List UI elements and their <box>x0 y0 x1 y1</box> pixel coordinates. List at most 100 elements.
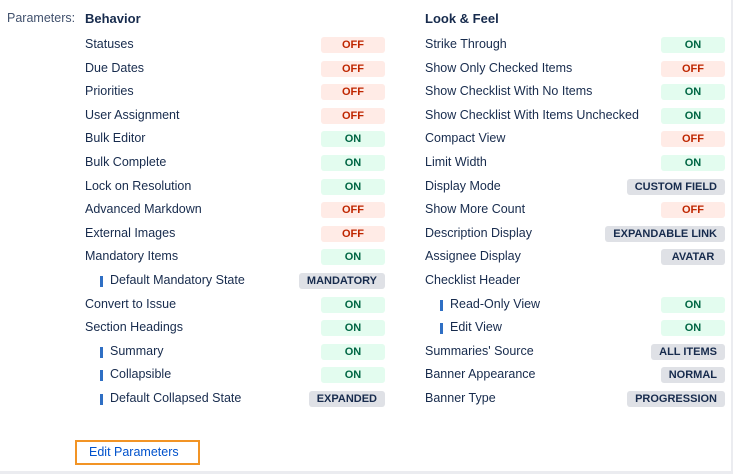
parameter-label: Collapsible <box>110 367 172 382</box>
section-title: Look & Feel <box>425 11 499 26</box>
parameter-label: Description Display <box>425 225 532 240</box>
parameter-row: Summary ON <box>85 340 385 364</box>
edit-parameters-button[interactable]: Edit Parameters <box>75 440 200 465</box>
parameter-value-badge: OFF <box>321 60 385 77</box>
parameter-value-badge: ON <box>321 367 385 384</box>
parameter-row: Show More Count OFF <box>425 198 725 222</box>
parameter-row: Summaries' Source ALL ITEMS <box>425 340 725 364</box>
parameter-value-badge: ON <box>321 249 385 266</box>
parameter-value-badge: ON <box>321 296 385 313</box>
parameter-label: Show Only Checked Items <box>425 60 573 75</box>
parameter-row: Priorities OFF <box>85 80 385 104</box>
parameter-label: Limit Width <box>425 154 487 169</box>
look-feel-section: Look & Feel Strike Through ON Show Only Ch… <box>425 11 725 411</box>
parameter-label: Banner Appearance <box>425 367 536 382</box>
parameter-row: Checklist Header <box>425 269 725 293</box>
parameter-row: Strike Through ON <box>425 33 725 57</box>
parameter-row: External Images OFF <box>85 222 385 246</box>
parameter-row: Limit Width ON <box>425 151 725 175</box>
parameter-row: Banner Type PROGRESSION <box>425 387 725 411</box>
parameter-value-badge: ON <box>321 343 385 360</box>
parameter-label: Bulk Editor <box>85 131 146 146</box>
parameter-value-badge: PROGRESSION <box>627 390 725 407</box>
parameter-value-badge: ON <box>321 320 385 337</box>
parameter-value-badge: EXPANDED <box>308 390 385 407</box>
parameter-value-badge: MANDATORY <box>298 272 385 289</box>
parameter-label: Read-Only View <box>450 296 541 311</box>
parameter-label: Compact View <box>425 131 506 146</box>
parameter-row: Default Mandatory State MANDATORY <box>85 269 385 293</box>
parameter-row: Due Dates OFF <box>85 57 385 81</box>
parameters-label: Parameters: <box>7 11 76 25</box>
indent-marker <box>100 346 103 358</box>
parameter-row: Show Only Checked Items OFF <box>425 57 725 81</box>
parameter-label: Due Dates <box>85 60 145 75</box>
parameter-label: Default Collapsed State <box>110 390 242 405</box>
parameter-value-badge: OFF <box>321 225 385 242</box>
parameter-label: Display Mode <box>425 178 501 193</box>
parameter-value-badge: ON <box>661 320 725 337</box>
parameter-label: Convert to Issue <box>85 296 177 311</box>
parameter-value-badge: ON <box>661 37 725 53</box>
indent-marker <box>440 323 443 335</box>
parameter-label: Show More Count <box>425 202 526 217</box>
parameter-label: Section Headings <box>85 320 183 335</box>
parameter-row: Compact View OFF <box>425 127 725 151</box>
parameter-value-badge: ON <box>661 154 725 171</box>
indent-marker <box>100 393 103 405</box>
parameter-label: Mandatory Items <box>85 249 179 264</box>
parameter-label: Strike Through <box>425 37 507 51</box>
parameter-value-badge: OFF <box>321 37 385 53</box>
parameter-row: Bulk Complete ON <box>85 151 385 175</box>
parameter-value-badge: ON <box>321 131 385 148</box>
parameter-label: Statuses <box>85 37 134 51</box>
parameter-row: Assignee Display AVATAR <box>425 245 725 269</box>
parameter-value-badge: OFF <box>321 84 385 101</box>
parameter-label: Summary <box>110 343 164 358</box>
parameter-row: Bulk Editor ON <box>85 127 385 151</box>
parameter-value-badge: OFF <box>661 60 725 77</box>
parameter-value-badge: ON <box>661 107 725 124</box>
parameter-row: User Assignment OFF <box>85 104 385 128</box>
parameter-label: Default Mandatory State <box>110 272 245 287</box>
indent-marker <box>440 299 443 311</box>
parameter-value-badge: NORMAL <box>660 367 725 384</box>
parameter-value-badge: OFF <box>661 202 725 219</box>
parameter-label: Summaries' Source <box>425 343 534 358</box>
parameter-row: Collapsible ON <box>85 363 385 387</box>
parameter-value-badge: OFF <box>661 131 725 148</box>
parameter-row: Edit View ON <box>425 316 725 340</box>
indent-marker <box>100 370 103 382</box>
behavior-section: Behavior Statuses OFF Due Dates OFF Prioriti… <box>85 11 385 411</box>
parameter-value-badge: CUSTOM FIELD <box>626 178 725 195</box>
parameter-row: Statuses OFF <box>85 33 385 57</box>
parameter-row: Display Mode CUSTOM FIELD <box>425 175 725 199</box>
parameter-value-badge: ON <box>321 178 385 195</box>
parameter-row: Default Collapsed State EXPANDED <box>85 387 385 411</box>
parameter-label: Lock on Resolution <box>85 178 192 193</box>
parameter-value-badge: ON <box>661 84 725 101</box>
parameter-label: Show Checklist With No Items <box>425 84 593 99</box>
parameter-row: Read-Only View ON <box>425 293 725 317</box>
parameter-value-badge: ON <box>661 296 725 313</box>
parameter-label: User Assignment <box>85 107 180 122</box>
parameter-row: Show Checklist With Items Unchecked ON <box>425 104 725 128</box>
parameter-row: Show Checklist With No Items ON <box>425 80 725 104</box>
parameter-row: Banner Appearance NORMAL <box>425 363 725 387</box>
parameter-label: Assignee Display <box>425 249 521 264</box>
parameter-value-badge: ALL ITEMS <box>651 343 725 360</box>
section-title: Behavior <box>85 11 141 26</box>
parameter-value-badge: AVATAR <box>661 249 725 266</box>
parameter-row: Description Display EXPANDABLE LINK <box>425 222 725 246</box>
parameter-value-badge: EXPANDABLE LINK <box>605 225 725 242</box>
parameter-label: External Images <box>85 225 176 240</box>
parameter-label: Show Checklist With Items Unchecked <box>425 107 639 122</box>
parameter-label: Edit View <box>450 320 502 335</box>
parameter-label: Bulk Complete <box>85 154 167 169</box>
parameter-row: Advanced Markdown OFF <box>85 198 385 222</box>
parameter-value-badge: OFF <box>321 107 385 124</box>
indent-marker <box>100 275 103 287</box>
parameter-row: Convert to Issue ON <box>85 293 385 317</box>
parameter-label: Banner Type <box>425 390 496 405</box>
